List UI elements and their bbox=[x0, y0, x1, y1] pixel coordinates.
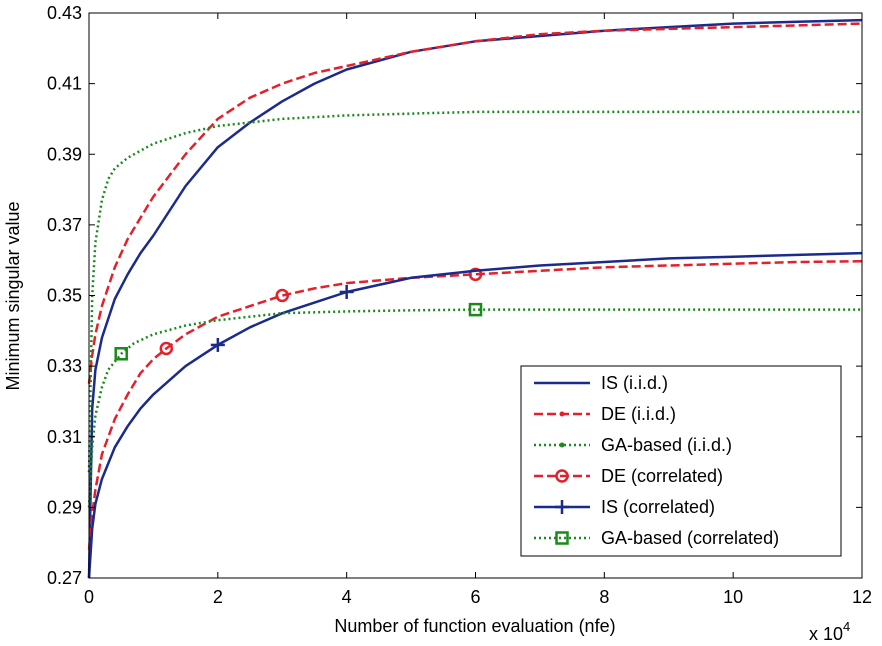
series-marker bbox=[114, 347, 128, 361]
y-tick-label: 0.31 bbox=[47, 427, 82, 447]
legend-label-0: IS (i.i.d.) bbox=[601, 373, 668, 393]
legend-marker-3 bbox=[555, 469, 569, 483]
legend-label-2: GA-based (i.i.d.) bbox=[601, 435, 732, 455]
tick-layer: 0 2 4 6 8 10 12 0.27 0.29 0.31 0.33 0.35 0.37 0.39 0.4… bbox=[47, 3, 872, 607]
x-tick-label: 12 bbox=[852, 587, 872, 607]
series-line-1 bbox=[87, 22, 863, 384]
series-marker bbox=[275, 288, 289, 303]
y-tick-label: 0.41 bbox=[47, 74, 82, 94]
series-marker bbox=[468, 302, 483, 317]
y-tick-label: 0.29 bbox=[47, 497, 82, 517]
x-tick-label: 10 bbox=[723, 587, 743, 607]
legend-label-4: IS (correlated) bbox=[601, 497, 715, 517]
legend-box bbox=[520, 365, 842, 557]
series-marker bbox=[339, 284, 354, 299]
series-line-4 bbox=[87, 251, 863, 579]
x-tick-label: 0 bbox=[84, 587, 94, 607]
series-line-3 bbox=[87, 259, 863, 550]
x-multiplier-base: x 10 bbox=[809, 624, 843, 644]
legend-label-3: DE (correlated) bbox=[601, 466, 723, 486]
x-multiplier-exponent: 4 bbox=[843, 619, 850, 634]
legend-marker-1 bbox=[559, 411, 565, 417]
x-multiplier: x 104 bbox=[809, 619, 850, 644]
legend-label-5: GA-based (correlated) bbox=[601, 528, 779, 548]
y-tick-label: 0.39 bbox=[47, 144, 82, 164]
legend-marker-2 bbox=[559, 442, 565, 448]
series-marker bbox=[159, 341, 174, 356]
y-tick-label: 0.27 bbox=[47, 568, 82, 588]
series-layer bbox=[87, 18, 863, 579]
series-marker bbox=[210, 337, 225, 352]
y-tick-label: 0.37 bbox=[47, 215, 82, 235]
x-tick-label: 8 bbox=[599, 587, 609, 607]
y-tick-label: 0.35 bbox=[47, 286, 82, 306]
x-axis-label: Number of function evaluation (nfe) bbox=[334, 616, 615, 636]
y-tick-label: 0.43 bbox=[47, 3, 82, 23]
y-tick-label: 0.33 bbox=[47, 356, 82, 376]
legend-label-1: DE (i.i.d.) bbox=[601, 404, 676, 424]
y-axis-label: Minimum singular value bbox=[3, 201, 23, 390]
legend: IS (i.i.d.) DE (i.i.d.) GA-based (i.i.d.) D… bbox=[520, 365, 842, 557]
series-marker bbox=[468, 267, 483, 282]
series-line-5 bbox=[87, 308, 862, 508]
x-tick-label: 4 bbox=[342, 587, 352, 607]
legend-marker-5 bbox=[555, 531, 569, 545]
x-tick-label: 2 bbox=[213, 587, 223, 607]
legend-marker-4 bbox=[555, 500, 569, 514]
x-tick-label: 6 bbox=[470, 587, 480, 607]
